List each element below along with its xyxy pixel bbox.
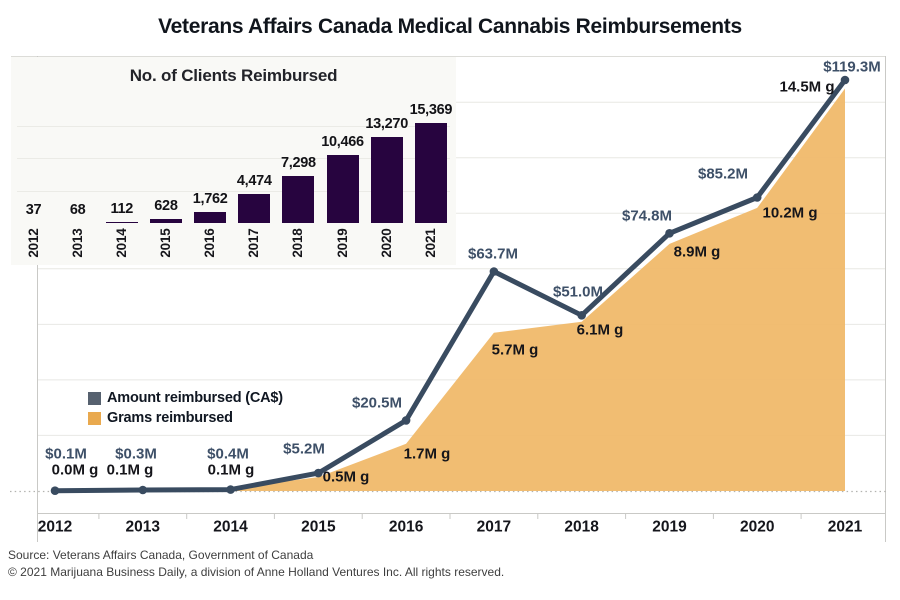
source-line: Source: Veterans Affairs Canada, Governm… xyxy=(8,548,314,562)
amount-point-label: $5.2M xyxy=(283,440,325,458)
inset-x-axis-label: 2021 xyxy=(422,228,438,258)
grams-swatch-icon xyxy=(88,411,101,425)
clients-inset-panel: 37 2012 68 2013 112 2014 628 2015 1,762 2016 4,474… xyxy=(11,57,456,265)
legend-grams-label: Grams reimbursed xyxy=(107,410,233,426)
copyright-line: © 2021 Marijuana Business Daily, a divis… xyxy=(8,564,505,579)
inset-x-axis-label: 2019 xyxy=(334,228,350,258)
footer: Source: Veterans Affairs Canada, Governm… xyxy=(8,547,504,581)
inset-chart-title: No. of Clients Reimbursed xyxy=(129,66,338,85)
legend-item-amount: Amount reimbursed (CA$) xyxy=(88,390,283,406)
grams-point-label: 8.9M g xyxy=(673,243,721,261)
inset-gridline xyxy=(17,158,450,159)
clients-bar-value: 15,369 xyxy=(409,102,453,119)
grams-point-label: 1.7M g xyxy=(403,445,451,463)
inset-gridline xyxy=(17,125,450,127)
x-axis-label: 2021 xyxy=(827,518,863,536)
clients-bar-value: 7,298 xyxy=(280,154,316,171)
clients-bar-value: 112 xyxy=(110,201,134,218)
x-axis-label: 2020 xyxy=(739,518,775,536)
x-axis-label: 2014 xyxy=(213,518,248,536)
amount-point-label: $0.1M xyxy=(45,445,87,463)
chart-title: Veterans Affairs Canada Medical Cannabis… xyxy=(158,15,742,38)
clients-bar xyxy=(414,123,447,223)
inset-x-axis-label: 2012 xyxy=(25,228,41,258)
grams-point-label: 0.1M g xyxy=(106,461,154,479)
grams-point-label: 14.5M g xyxy=(779,78,835,96)
grams-point-label: 6.1M g xyxy=(576,321,624,339)
legend: Amount reimbursed (CA$) Grams reimbursed xyxy=(88,390,283,430)
x-axis-label: 2012 xyxy=(37,518,73,536)
clients-bar-value: 4,474 xyxy=(236,172,272,189)
clients-bar-value: 10,466 xyxy=(321,134,364,150)
inset-x-axis-label: 2015 xyxy=(157,228,173,258)
amount-point-label: $119.3M xyxy=(823,58,881,76)
clients-bar xyxy=(282,175,315,223)
clients-bar xyxy=(149,218,182,223)
inset-x-axis-label: 2014 xyxy=(113,228,129,258)
inset-x-axis-label: 2018 xyxy=(290,228,306,258)
amount-point-label: $63.7M xyxy=(467,245,519,263)
grams-point-label: 10.2M g xyxy=(762,204,818,222)
grams-point-label: 5.7M g xyxy=(491,341,539,359)
amount-point-label: $20.5M xyxy=(351,394,403,412)
clients-bar-value: 1,762 xyxy=(192,190,228,207)
grams-point-label: 0.0M g xyxy=(51,461,99,479)
x-axis-label: 2015 xyxy=(301,518,336,536)
x-axis-label: 2016 xyxy=(388,518,424,536)
x-axis-label: 2017 xyxy=(476,518,512,536)
clients-bar-value: 13,270 xyxy=(365,115,408,132)
amount-swatch-icon xyxy=(88,391,101,405)
clients-bar xyxy=(370,136,403,223)
amount-point-label: $51.0M xyxy=(552,283,604,301)
clients-bar xyxy=(105,221,138,223)
inset-x-axis-label: 2013 xyxy=(69,228,85,258)
amount-point-label: $0.4M xyxy=(207,445,249,463)
clients-bar xyxy=(326,155,359,223)
clients-bar-value: 628 xyxy=(154,197,178,214)
inset-x-axis-label: 2017 xyxy=(246,228,262,258)
amount-point-label: $85.2M xyxy=(697,165,749,183)
clients-bar-value: 68 xyxy=(69,202,86,218)
x-axis-label: 2019 xyxy=(652,518,687,536)
clients-bar-plot: 37 2012 68 2013 112 2014 628 2015 1,762 2016 4,474… xyxy=(11,57,456,265)
clients-bar xyxy=(194,211,227,223)
inset-gridline xyxy=(17,190,450,192)
clients-bar-value: 37 xyxy=(25,202,42,218)
amount-point-label: $0.3M xyxy=(115,445,157,463)
legend-amount-label: Amount reimbursed (CA$) xyxy=(107,390,283,406)
x-axis-label: 2013 xyxy=(125,518,161,536)
grams-point-label: 0.5M g xyxy=(322,468,370,486)
top-divider xyxy=(11,56,886,57)
amount-point-label: $74.8M xyxy=(621,207,673,225)
grams-point-label: 0.1M g xyxy=(207,461,255,479)
inset-x-axis-label: 2016 xyxy=(202,228,218,258)
clients-bar xyxy=(238,193,271,223)
x-axis-label: 2018 xyxy=(564,518,599,536)
legend-item-grams: Grams reimbursed xyxy=(88,410,283,426)
inset-x-axis-label: 2020 xyxy=(378,228,394,258)
